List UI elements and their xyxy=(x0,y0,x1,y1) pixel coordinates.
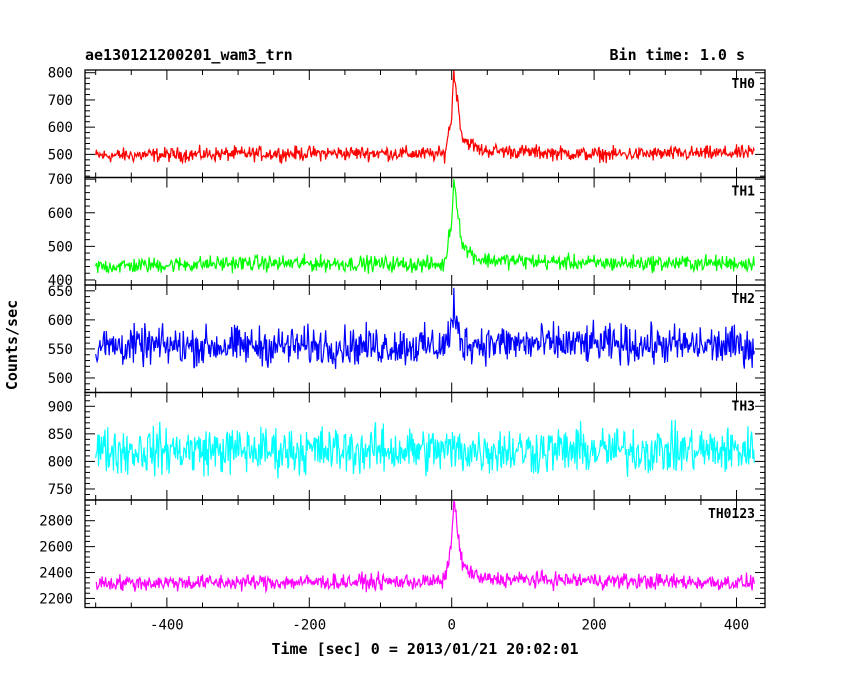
y-tick-label: 600 xyxy=(48,120,73,136)
panel-th1: 400 500 600 700 TH1 xyxy=(48,172,766,289)
y-tick-label: 700 xyxy=(48,172,73,188)
series-line-th0123 xyxy=(95,500,755,594)
x-axis-title: Time [sec] 0 = 2013/01/21 20:02:01 xyxy=(271,640,578,658)
y-tick-label: 750 xyxy=(48,482,73,498)
y-tick-label: 600 xyxy=(48,313,73,329)
x-tick-label: 0 xyxy=(447,618,455,634)
y-tick-label: 400 xyxy=(48,273,73,289)
y-tick-label: 2600 xyxy=(39,540,73,556)
panel-th2: 500 550 600 650 TH2 xyxy=(48,284,766,394)
panel-frame xyxy=(84,69,766,179)
panel-th0123: 2200 2400 2600 2800 TH0123 xyxy=(39,499,766,609)
panel-label-th1: TH1 xyxy=(732,185,756,200)
panel-label-th2: TH2 xyxy=(732,292,755,307)
y-tick-label: 850 xyxy=(48,427,73,443)
y-tick-label: 800 xyxy=(48,66,73,82)
panel-label-th3: TH3 xyxy=(732,400,755,415)
x-tick-label: 200 xyxy=(581,618,606,634)
panel-label-th0: TH0 xyxy=(732,77,756,92)
x-axis: -400 -200 0 200 400 xyxy=(150,618,749,634)
y-tick-label: 550 xyxy=(48,342,73,358)
series-line-th0 xyxy=(95,70,755,165)
x-tick-label: 400 xyxy=(724,618,749,634)
header-right-title: Bin time: 1.0 s xyxy=(610,46,745,64)
panel-th3: 750 800 850 900 TH3 xyxy=(48,391,766,501)
y-tick-label: 2400 xyxy=(39,566,73,582)
panels-group: 500 600 700 800 TH0 400 500 600 700 TH1 500 550 600 6… xyxy=(39,66,766,609)
panel-th0: 500 600 700 800 TH0 xyxy=(48,66,766,179)
header-left-title: ae130121200201_wam3_trn xyxy=(85,46,293,64)
y-tick-label: 2200 xyxy=(39,591,73,607)
series-line-th3 xyxy=(95,419,755,479)
y-axis-title: Counts/sec xyxy=(3,300,21,390)
panel-label-th0123: TH0123 xyxy=(708,507,755,522)
y-tick-label: 900 xyxy=(48,399,73,415)
series-line-th1 xyxy=(95,179,755,274)
y-tick-label: 800 xyxy=(48,454,73,470)
y-tick-label: 500 xyxy=(48,239,73,255)
y-tick-label: 700 xyxy=(48,93,73,109)
y-tick-label: 2800 xyxy=(39,514,73,530)
series-line-th2 xyxy=(95,287,755,369)
y-tick-label: 500 xyxy=(48,371,73,387)
x-tick-label: -400 xyxy=(150,618,184,634)
panel-frame xyxy=(84,499,766,609)
panel-frame xyxy=(84,176,766,286)
x-tick-label: -200 xyxy=(292,618,326,634)
y-tick-label: 600 xyxy=(48,206,73,222)
y-tick-label: 650 xyxy=(48,284,73,300)
y-tick-label: 500 xyxy=(48,147,73,163)
